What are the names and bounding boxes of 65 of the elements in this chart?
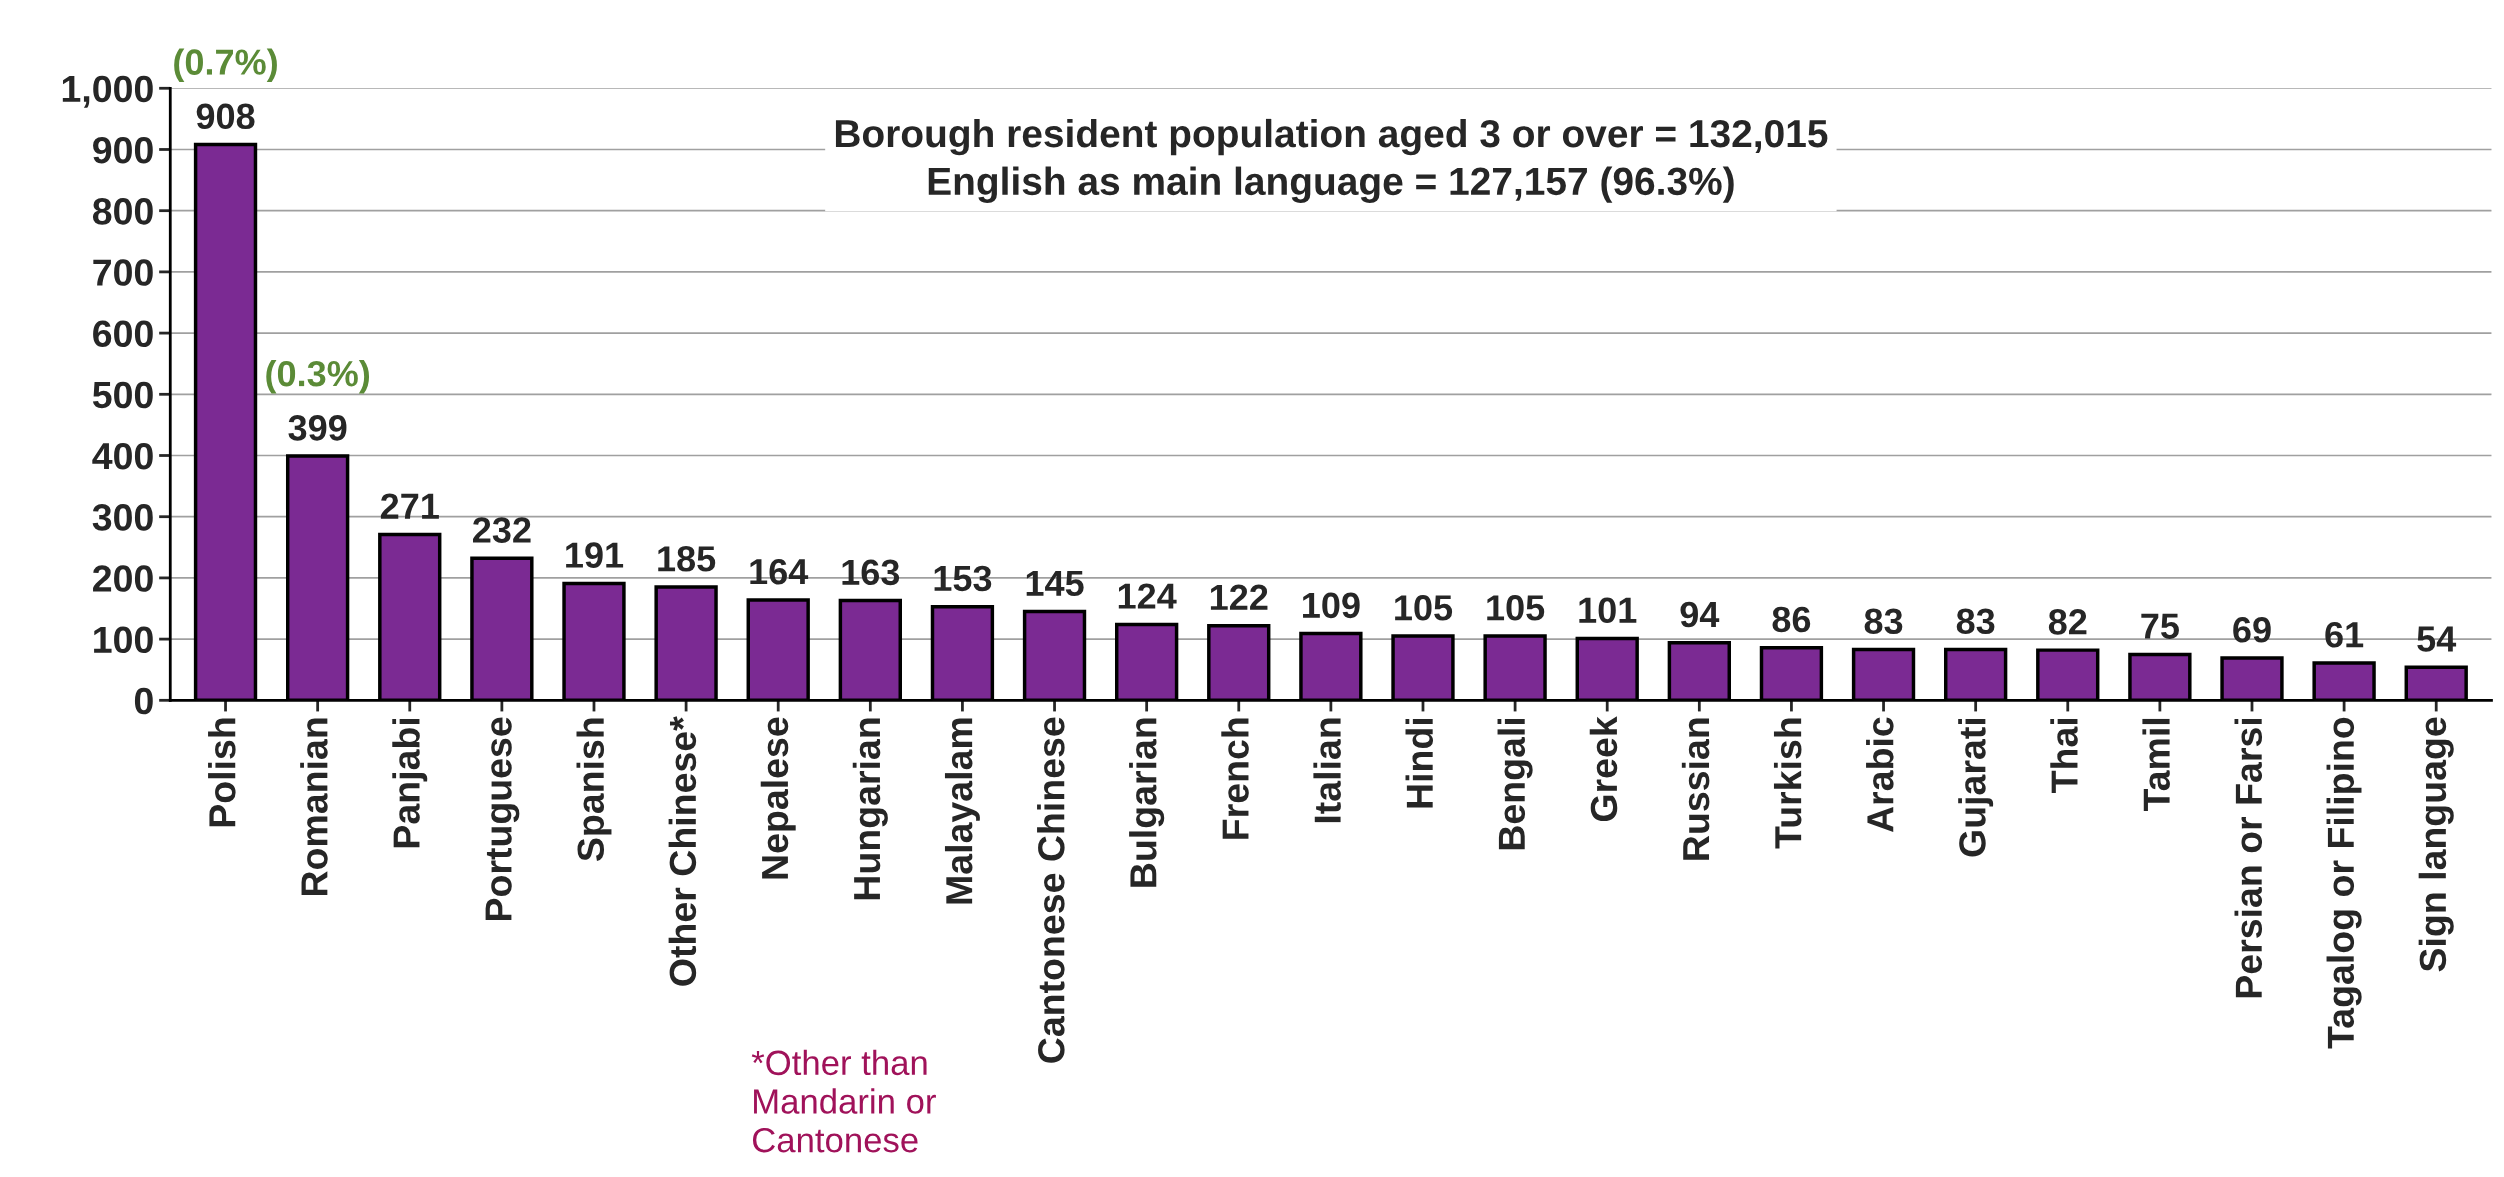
x-tick-label: Hindi <box>1405 718 1434 808</box>
data-label: 191 <box>566 542 624 568</box>
data-label: 83 <box>1956 608 1995 635</box>
x-tick-label: Romanian <box>300 718 328 896</box>
x-tick-label: Polish <box>208 718 236 827</box>
data-label: 61 <box>2325 621 2364 648</box>
x-tick-label: Russian <box>1681 718 1710 860</box>
y-tick-label: 800 <box>92 198 153 225</box>
y-tick-label: 0 <box>134 687 153 715</box>
x-tick-label: Sign language <box>2418 717 2454 972</box>
y-tick-label: 400 <box>92 442 153 470</box>
x-tick-label: Bengali <box>1497 718 1533 850</box>
x-tick-label: Thai <box>2050 718 2078 793</box>
annotation: (0.3%) <box>266 359 370 394</box>
x-tick-label: Persian or Farsi <box>2234 718 2263 998</box>
data-label: 908 <box>196 103 255 130</box>
x-tick-label: Nepalese <box>760 717 796 879</box>
data-label: 163 <box>842 559 900 586</box>
y-tick-label: 100 <box>94 626 153 654</box>
x-tick-label: Greek <box>1589 716 1618 822</box>
y-tick-label: 200 <box>93 565 153 592</box>
x-tick-label: Portuguese <box>485 717 520 921</box>
text: *Other than Mandarin or Cantonese <box>751 1049 936 1153</box>
data-label: 86 <box>1772 606 1811 633</box>
y-tick-label: 600 <box>93 320 153 348</box>
x-tick-label: Spanish <box>576 718 612 862</box>
x-tick-label: Gujarati <box>1958 718 1994 857</box>
y-tick-label: 500 <box>92 381 153 409</box>
y-tick-label: 700 <box>93 259 153 286</box>
x-tick-label: French <box>1221 718 1249 839</box>
x-tick-label: Turkish <box>1773 718 1802 849</box>
data-label: 83 <box>1864 608 1903 635</box>
annotation: (0.7%) <box>174 48 277 83</box>
x-tick-label: Other Chinese* <box>668 716 697 986</box>
data-label: 75 <box>2141 613 2179 639</box>
y-tick-label: 300 <box>92 504 153 531</box>
data-label: 122 <box>1210 584 1268 610</box>
x-tick-label: Hungarian <box>852 718 888 900</box>
x-tick-label: Cantonese Chinese <box>1037 717 1065 1063</box>
x-tick-label: Tagalog or Filipino <box>2326 717 2362 1049</box>
data-label: 105 <box>1487 595 1545 621</box>
data-label: 94 <box>1680 601 1720 628</box>
x-tick-label: Tamil <box>2142 718 2170 812</box>
x-tick-label: Bulgarian <box>1129 718 1165 887</box>
data-label: 153 <box>934 565 992 592</box>
data-label: 232 <box>473 517 531 543</box>
data-label: 82 <box>2048 609 2087 635</box>
x-tick-label: Malayalam <box>944 718 980 904</box>
data-label: 109 <box>1303 592 1360 619</box>
data-label: 399 <box>288 415 347 441</box>
data-label: 271 <box>380 493 439 519</box>
data-label: 54 <box>2417 626 2457 652</box>
y-tick-label: 900 <box>93 136 153 164</box>
y-tick-label: 1,000 <box>62 75 153 108</box>
annotation: Borough resident population aged 3 or over = 132,015 English as main language = 127,157 (96.3%) <box>835 118 1828 203</box>
x-tick-label: Arabic <box>1866 717 1894 833</box>
data-label: 105 <box>1395 595 1453 621</box>
data-label: 185 <box>658 546 716 572</box>
x-tick-label: Panjabi <box>392 718 428 848</box>
data-label: 101 <box>1579 597 1637 624</box>
data-label: 164 <box>750 558 809 585</box>
data-label: 145 <box>1026 570 1084 597</box>
data-label: 124 <box>1118 583 1177 609</box>
x-tick-label: Italian <box>1313 718 1341 823</box>
data-label: 69 <box>2233 617 2271 643</box>
